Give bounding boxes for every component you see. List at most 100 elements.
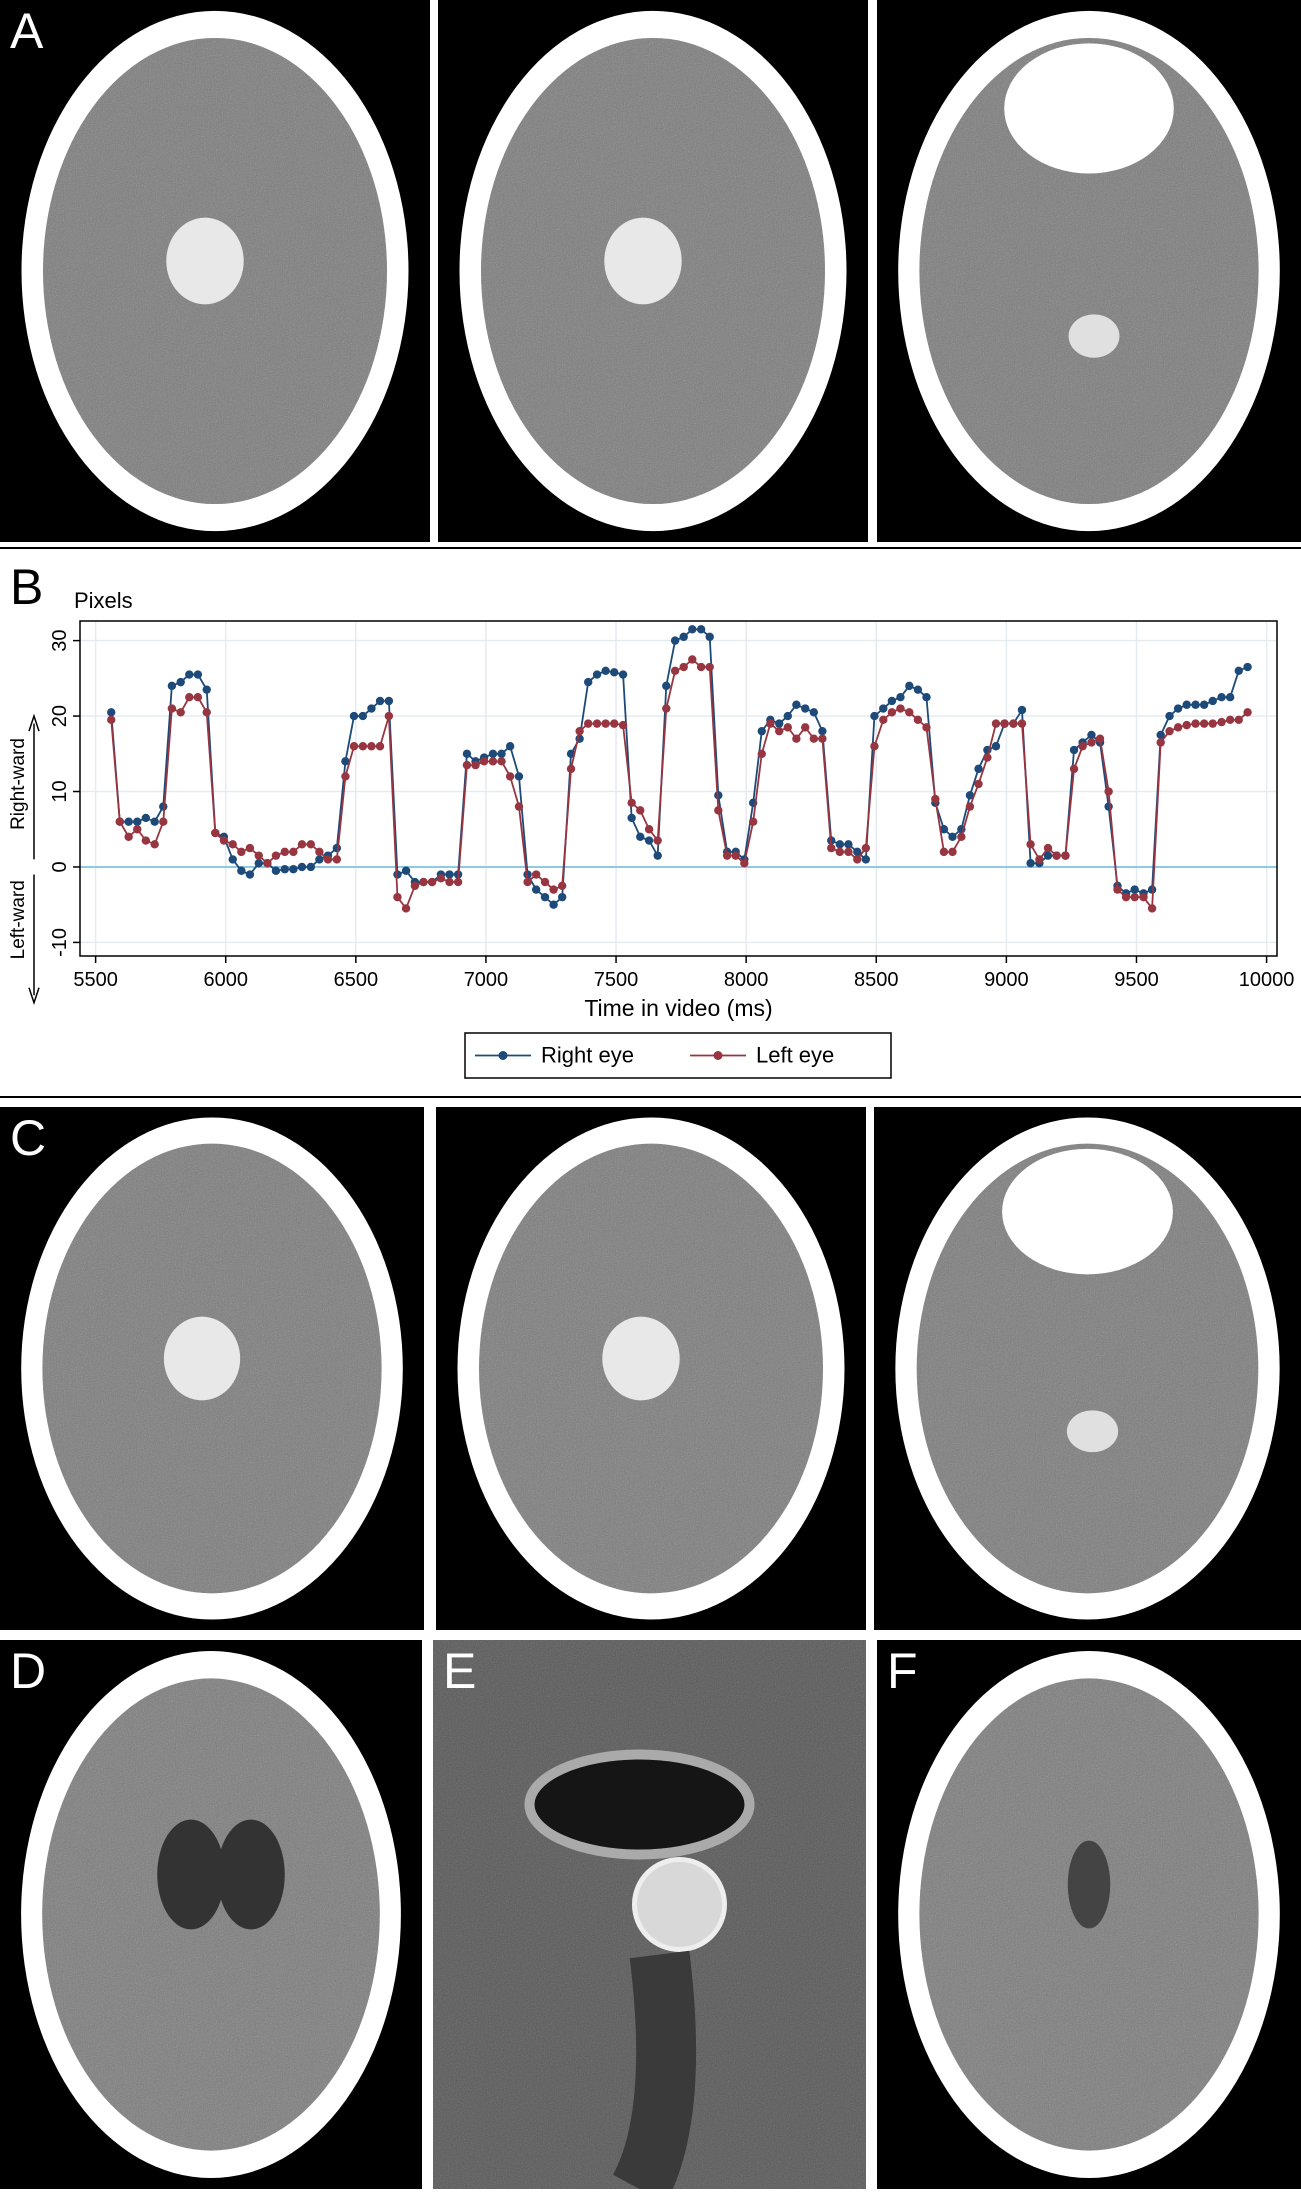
y-tick-label: 30: [49, 629, 71, 651]
data-point: [159, 802, 168, 811]
hemorrhage: [604, 217, 682, 305]
brainstem: [612, 1950, 697, 2194]
scan-image: F: [877, 1640, 1301, 2189]
data-point: [1017, 705, 1027, 715]
direction-label: Right-ward: [8, 738, 29, 830]
data-point: [341, 772, 350, 781]
data-point: [991, 719, 1001, 728]
data-point: [1234, 666, 1243, 675]
data-point: [124, 817, 133, 826]
data-point: [1217, 693, 1226, 702]
data-point: [922, 693, 931, 702]
data-point: [879, 704, 888, 713]
data-point: [367, 704, 376, 713]
data-point: [896, 704, 905, 713]
data-point: [289, 847, 298, 857]
arrow-head: [28, 987, 40, 1006]
data-point: [835, 847, 845, 857]
data-point: [549, 900, 558, 909]
hemorrhage: [163, 1316, 241, 1401]
data-point: [1035, 855, 1044, 864]
data-point: [861, 855, 871, 864]
data-point: [627, 798, 636, 808]
data-point: [419, 877, 428, 887]
data-point: [540, 877, 550, 887]
data-point: [384, 711, 394, 721]
data-point: [557, 892, 567, 902]
data-point: [202, 685, 211, 694]
data-point: [844, 847, 853, 857]
data-point: [167, 681, 177, 691]
data-point: [1052, 851, 1061, 860]
scan-image: [877, 0, 1301, 542]
data-point: [202, 708, 211, 717]
data-point: [731, 851, 740, 860]
data-point: [1147, 904, 1157, 913]
data-point: [219, 836, 229, 845]
data-point: [1113, 885, 1122, 894]
data-point: [584, 677, 593, 687]
data-point: [341, 757, 350, 766]
x-tick-label: 10000: [1239, 969, 1295, 991]
data-point: [775, 726, 784, 736]
data-point: [913, 715, 923, 725]
data-point: [1026, 858, 1035, 868]
data-point: [176, 677, 185, 687]
data-point: [297, 840, 307, 849]
data-point: [1182, 720, 1191, 730]
data-point: [150, 840, 159, 849]
data-point: [748, 817, 758, 826]
data-point: [150, 817, 159, 826]
data-point: [185, 670, 194, 679]
data-point: [1156, 730, 1165, 740]
data-point: [1104, 787, 1113, 796]
data-point: [644, 825, 654, 834]
data-point: [601, 666, 610, 675]
data-point: [436, 874, 446, 883]
data-point: [592, 719, 602, 728]
data-point: [531, 885, 541, 894]
data-point: [557, 881, 567, 891]
data-point: [1173, 723, 1183, 732]
data-point: [1087, 738, 1096, 747]
data-point: [1225, 715, 1235, 725]
panel-label: B: [10, 559, 43, 615]
data-point: [1026, 840, 1035, 849]
data-point: [471, 760, 480, 770]
data-point: [766, 719, 775, 728]
data-point: [133, 817, 142, 826]
data-point: [237, 847, 246, 857]
data-point: [722, 851, 732, 860]
data-point: [818, 726, 827, 736]
data-point: [887, 708, 897, 717]
data-point: [271, 851, 281, 860]
ventricle: [217, 1819, 285, 1930]
data-point: [280, 865, 289, 874]
data-point: [540, 892, 550, 902]
data-point: [566, 764, 576, 774]
data-point: [514, 772, 524, 781]
data-point: [245, 843, 255, 853]
y-tick-label: -10: [49, 928, 71, 957]
data-point: [1130, 885, 1139, 894]
data-point: [107, 715, 116, 725]
data-point: [974, 779, 983, 789]
chart-title: Pixels: [74, 588, 133, 613]
data-point: [853, 847, 862, 857]
panel-label: F: [887, 1643, 918, 1699]
data-point: [1217, 717, 1226, 727]
data-point: [505, 772, 515, 781]
data-point: [905, 708, 914, 717]
data-point: [965, 802, 975, 811]
scan-image: [874, 1107, 1301, 1630]
sinus: [1004, 43, 1174, 174]
data-point: [939, 825, 949, 834]
data-point: [670, 666, 680, 675]
x-tick-label: 9000: [984, 969, 1029, 991]
data-point: [714, 791, 723, 800]
data-point: [1069, 764, 1079, 774]
data-point: [349, 742, 359, 751]
x-tick-label: 8500: [854, 969, 899, 991]
data-point: [358, 711, 368, 721]
data-point: [1078, 742, 1087, 751]
